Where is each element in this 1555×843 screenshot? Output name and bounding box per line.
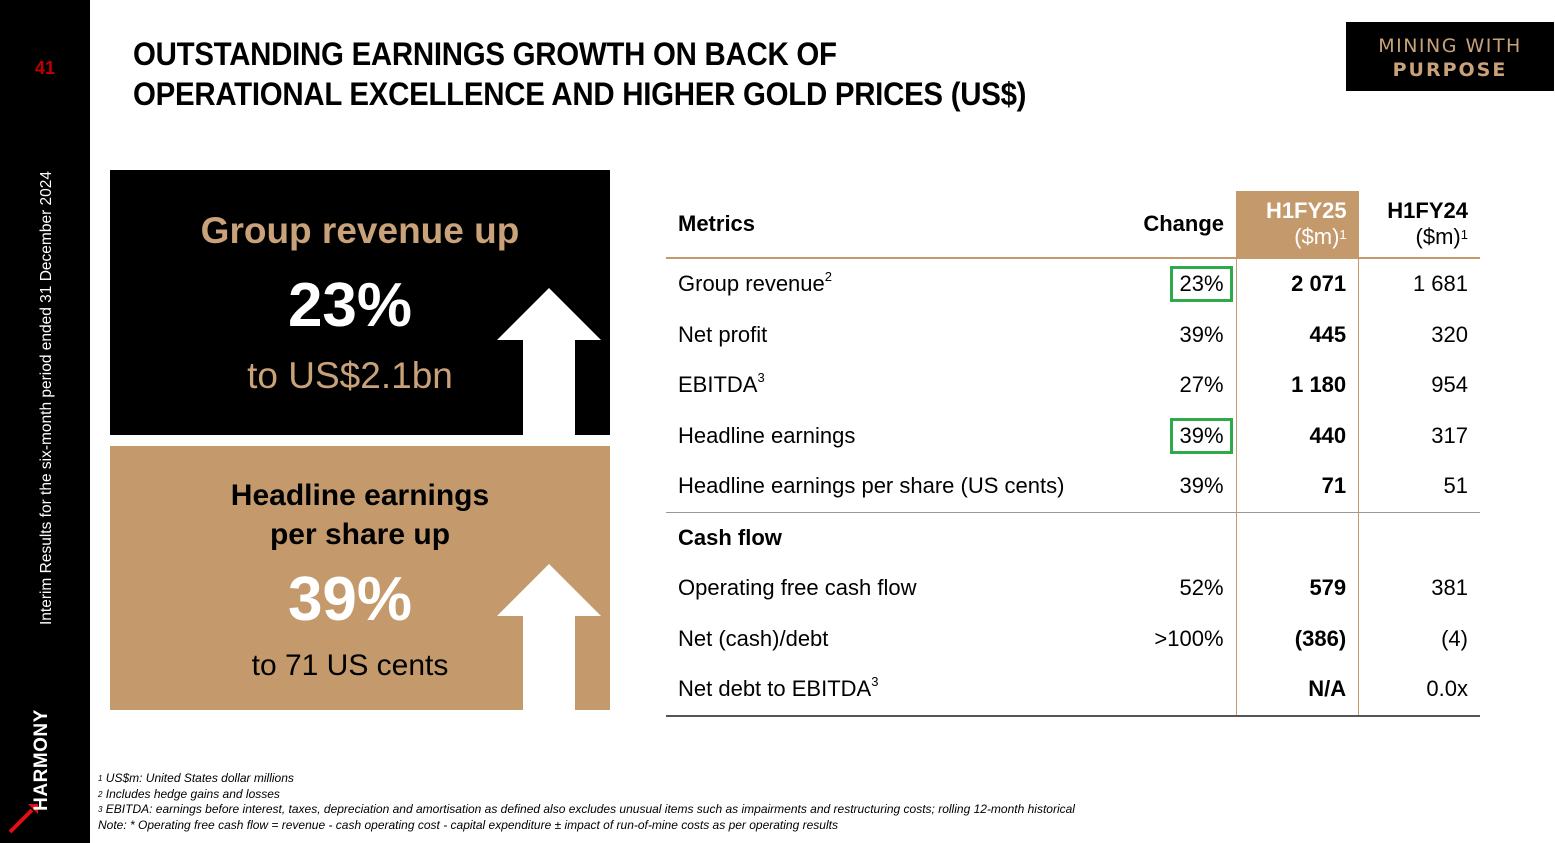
metric-cell: Group revenue2 xyxy=(678,269,832,297)
up-arrow-icon xyxy=(497,564,601,710)
metric-cell: Net (cash)/debt xyxy=(678,625,829,651)
highlight-box: 23% xyxy=(1170,266,1233,303)
badge-line-1: MINING WITH xyxy=(1378,35,1522,57)
footnote: 3 EBITDA: earnings before interest, taxe… xyxy=(98,802,1075,816)
metric-cell: Headline earnings xyxy=(678,422,856,448)
table-row: Headline earnings 39% 440 317 xyxy=(666,410,1480,462)
header-h1fy25-unit: ($m)1 xyxy=(1294,224,1347,249)
footnote-note: Note: * Operating free cash flow = reven… xyxy=(98,817,838,832)
h1fy25-cell: 2 071 xyxy=(1235,258,1360,310)
metric-cell: Net profit xyxy=(678,321,768,347)
highlight-box: 39% xyxy=(1170,417,1233,454)
metric-cell: Headline earnings per share (US cents) xyxy=(678,473,1065,499)
page-number: 41 xyxy=(34,58,56,78)
header-h1fy25: H1FY25 ($m)1 xyxy=(1236,191,1359,259)
heps-heading-line-2: per share up xyxy=(269,518,451,551)
header-change: Change xyxy=(1096,191,1237,259)
change-cell: 52% xyxy=(1179,575,1224,601)
mining-with-purpose-badge: MINING WITH PURPOSE xyxy=(1346,22,1554,91)
heps-panel: Headline earnings per share up 39% to 71… xyxy=(110,446,610,710)
footnote: 2 Includes hedge gains and losses xyxy=(98,786,280,801)
header-h1fy24-label: H1FY24 xyxy=(1387,198,1468,223)
table-row: Operating free cash flow 52% 579 381 xyxy=(666,563,1480,614)
table-row: Group revenue2 23% 2 071 1 681 xyxy=(666,258,1480,310)
revenue-heading: Group revenue up xyxy=(200,210,520,251)
cash-flow-section-row: Cash flow xyxy=(666,511,1480,563)
h1fy25-cell: 1 180 xyxy=(1235,360,1360,411)
change-cell xyxy=(1096,511,1237,563)
h1fy24-cell: 381 xyxy=(1431,575,1468,601)
h1fy24-cell: 0.0x xyxy=(1358,664,1480,717)
title-line-2: OPERATIONAL EXCELLENCE AND HIGHER GOLD P… xyxy=(133,76,1027,112)
metric-cell: EBITDA3 xyxy=(678,370,765,398)
revenue-panel: Group revenue up 23% to US$2.1bn xyxy=(110,170,610,435)
metrics-table: Metrics Change H1FY25 ($m)1 H1FY24 ($m)1… xyxy=(666,191,1480,717)
table-row: Headline earnings per share (US cents) 3… xyxy=(666,461,1480,512)
page-title: OUTSTANDING EARNINGS GROWTH ON BACK OF O… xyxy=(133,34,1026,114)
heps-sub: to 71 US cents xyxy=(251,649,449,682)
change-cell xyxy=(1096,664,1237,717)
h1fy24-cell: 317 xyxy=(1431,422,1468,448)
heps-heading: Headline earnings per share up xyxy=(110,476,610,554)
header-h1fy25-label: H1FY25 xyxy=(1265,198,1347,223)
metric-cell: Operating free cash flow xyxy=(678,575,917,601)
sidebar xyxy=(0,0,90,843)
change-cell: >100% xyxy=(1154,625,1224,651)
change-cell: 27% xyxy=(1179,372,1224,398)
h1fy24-cell: 954 xyxy=(1431,372,1468,398)
metric-cell: Net debt to EBITDA3 xyxy=(666,664,1097,717)
up-arrow-icon xyxy=(497,288,601,435)
h1fy24-cell: 320 xyxy=(1431,321,1468,347)
table-row: EBITDA3 27% 1 180 954 xyxy=(666,360,1480,411)
h1fy24-cell: 51 xyxy=(1443,473,1468,499)
revenue-value: 23% xyxy=(287,271,413,340)
h1fy25-cell: 71 xyxy=(1235,461,1360,512)
h1fy25-cell: (386) xyxy=(1235,613,1360,664)
h1fy25-cell: 440 xyxy=(1235,410,1360,461)
table-header-row: Metrics Change H1FY25 ($m)1 H1FY24 ($m)1 xyxy=(666,191,1480,259)
revenue-sub: to US$2.1bn xyxy=(247,355,453,396)
table-row: Net profit 39% 445 320 xyxy=(666,309,1480,360)
h1fy24-cell xyxy=(1358,511,1480,563)
footnotes: 1 US$m: United States dollar millions 2 … xyxy=(98,771,1075,833)
h1fy25-cell xyxy=(1235,511,1360,563)
h1fy25-cell: N/A xyxy=(1235,664,1360,717)
header-h1fy24: H1FY24 ($m)1 xyxy=(1358,191,1480,259)
sidebar-caption: Interim Results for the six-month period… xyxy=(38,170,55,626)
table-row: Net (cash)/debt >100% (386) (4) xyxy=(666,613,1480,664)
header-metrics: Metrics xyxy=(666,191,1097,259)
heps-heading-line-1: Headline earnings xyxy=(230,479,490,512)
footnote: 1 US$m: United States dollar millions xyxy=(98,771,294,785)
harmony-logo-icon xyxy=(8,804,38,834)
title-line-1: OUTSTANDING EARNINGS GROWTH ON BACK OF xyxy=(133,36,837,72)
table-row: Net debt to EBITDA3 N/A 0.0x xyxy=(666,664,1480,717)
header-h1fy24-unit: ($m)1 xyxy=(1415,224,1468,249)
h1fy24-cell: (4) xyxy=(1441,625,1468,651)
badge-line-2: PURPOSE xyxy=(1392,59,1508,81)
h1fy25-cell: 579 xyxy=(1235,563,1360,614)
logo-text: HARMONY xyxy=(31,709,52,811)
h1fy24-cell: 1 681 xyxy=(1412,271,1468,297)
change-cell: 23% xyxy=(1096,258,1236,310)
change-cell: 39% xyxy=(1179,321,1224,347)
change-cell: 39% xyxy=(1096,411,1236,462)
heps-value: 39% xyxy=(287,565,413,634)
change-cell: 39% xyxy=(1179,473,1224,499)
cash-flow-heading: Cash flow xyxy=(666,511,1097,563)
h1fy25-cell: 445 xyxy=(1235,309,1360,360)
